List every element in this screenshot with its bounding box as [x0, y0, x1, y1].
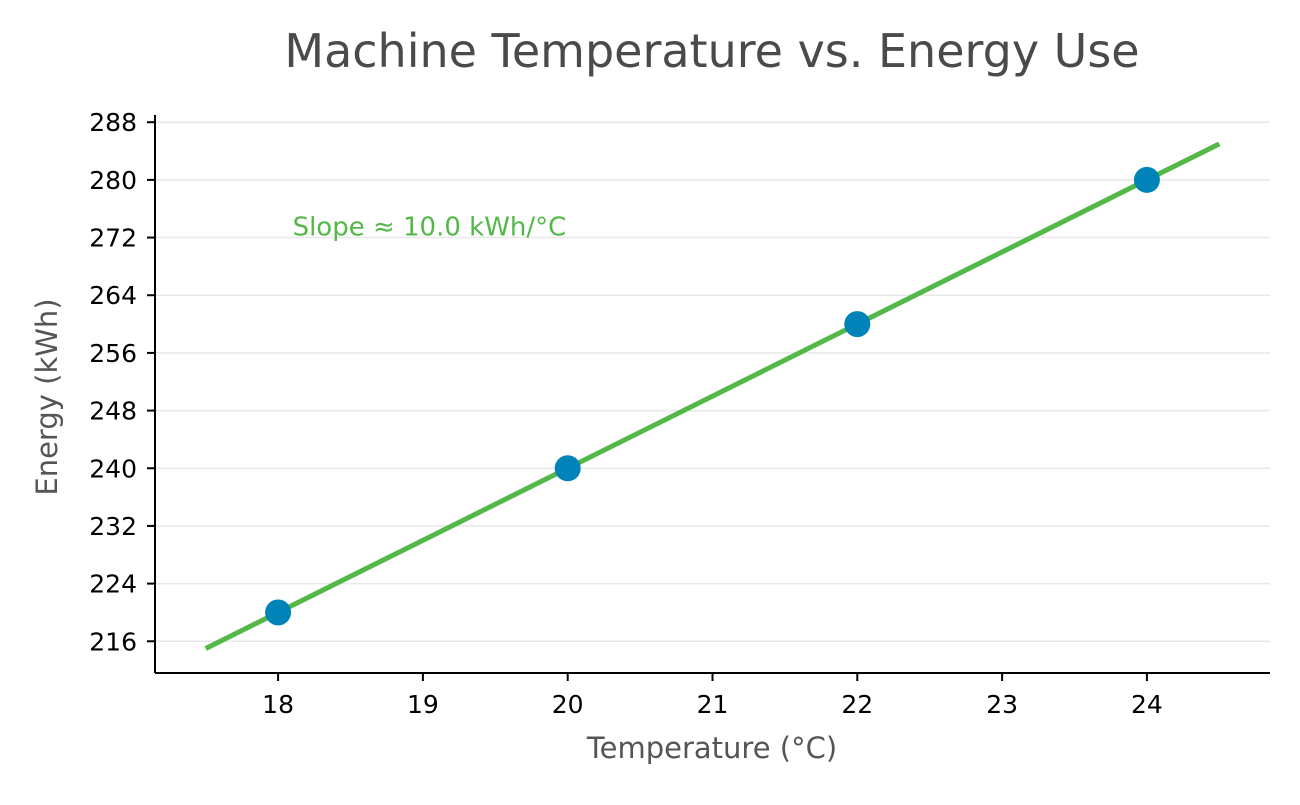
x-tick-label: 21 — [697, 690, 729, 719]
x-axis-label: Temperature (°C) — [586, 731, 837, 765]
y-tick-label: 232 — [89, 512, 137, 541]
y-tick-label: 248 — [89, 397, 137, 426]
y-tick-label: 280 — [89, 166, 137, 195]
data-series — [204, 141, 1221, 651]
y-tick-label: 216 — [89, 627, 137, 656]
y-tick-label: 272 — [89, 224, 137, 253]
tick-labels: 216 224 232 240 248 256 264 272 280 288 18 19 20 21 22… — [89, 108, 1163, 719]
x-tick-label: 19 — [407, 690, 439, 719]
axes — [147, 115, 1270, 681]
data-point — [844, 311, 871, 338]
x-tick-label: 24 — [1131, 690, 1163, 719]
fit-line — [204, 141, 1221, 651]
x-tick-label: 18 — [262, 690, 294, 719]
y-tick-label: 264 — [89, 281, 137, 310]
y-tick-label: 256 — [89, 339, 137, 368]
x-tick-label: 22 — [841, 690, 873, 719]
data-point — [1133, 166, 1160, 193]
y-tick-label: 224 — [89, 570, 137, 599]
data-point — [554, 455, 581, 482]
chart-title: Machine Temperature vs. Energy Use — [284, 24, 1139, 78]
y-axis-label: Energy (kWh) — [30, 298, 64, 495]
slope-annotation: Slope ≈ 10.0 kWh/°C — [293, 213, 567, 243]
data-point — [265, 599, 292, 626]
x-tick-label: 23 — [986, 690, 1018, 719]
y-tick-label: 288 — [89, 108, 137, 137]
x-tick-label: 20 — [552, 690, 584, 719]
y-tick-label: 240 — [89, 454, 137, 483]
